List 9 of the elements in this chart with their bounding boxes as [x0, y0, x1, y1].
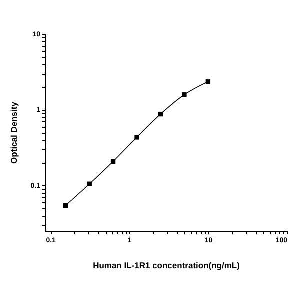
point: [206, 80, 211, 84]
point: [134, 135, 140, 140]
point: [87, 182, 92, 186]
y-axis-title: Optical Density: [8, 102, 19, 164]
point: [158, 112, 164, 117]
point: [182, 92, 187, 98]
point: [110, 159, 116, 164]
x-axis-title: Human IL-1R1 concentration(ng/mL): [93, 260, 240, 270]
point: [63, 203, 68, 208]
